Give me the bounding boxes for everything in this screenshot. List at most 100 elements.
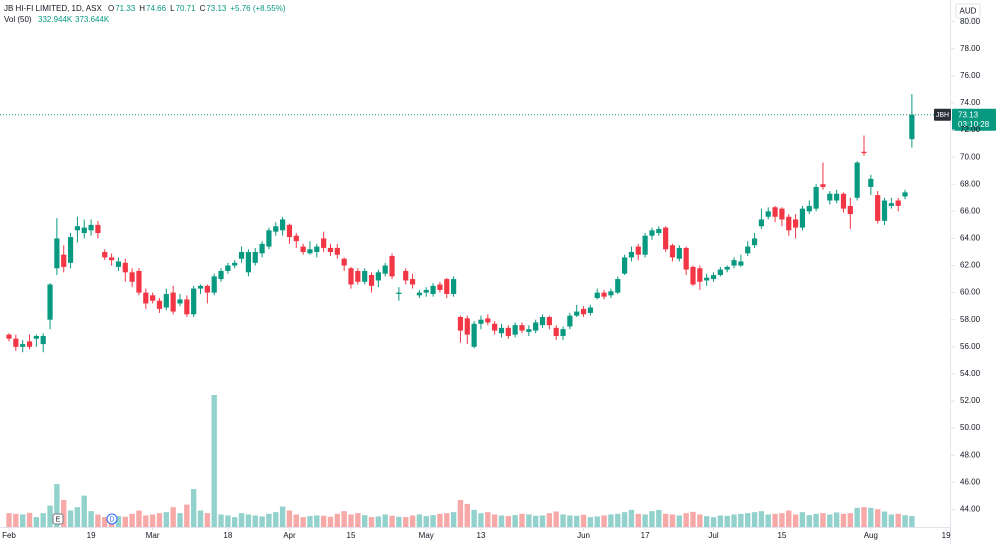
volume-bar	[423, 516, 429, 527]
currency[interactable]: AUD	[960, 7, 977, 16]
volume-bar	[334, 513, 341, 527]
candle-body	[615, 279, 621, 293]
candle-body	[834, 193, 840, 201]
y-tick-label: 70.00	[960, 152, 981, 161]
volume-bar	[403, 517, 409, 527]
volume-bar	[608, 514, 614, 527]
candle-body	[875, 195, 881, 221]
candle-body	[389, 256, 395, 277]
candle-body	[888, 203, 894, 206]
volume-bar	[560, 514, 566, 527]
volume-bar	[33, 517, 40, 527]
candle-body	[136, 270, 142, 293]
candle-body	[197, 285, 204, 289]
candle-body	[649, 230, 655, 236]
candle-body	[765, 211, 771, 217]
candle-body	[266, 230, 272, 247]
volume-bar	[252, 515, 258, 527]
x-tick-label: Aug	[864, 531, 878, 540]
volume-bar	[430, 515, 436, 527]
currency-box[interactable]	[955, 3, 981, 19]
volume-bar	[656, 509, 662, 527]
volume-bar	[840, 513, 847, 527]
candle-body	[156, 300, 163, 309]
candle-body	[902, 192, 908, 197]
candle-body	[710, 275, 717, 280]
candle-body	[690, 266, 696, 285]
volume-bar	[320, 515, 327, 527]
volume-bar	[81, 495, 87, 527]
candle-body	[314, 246, 320, 252]
candle-body	[163, 293, 169, 308]
volume-bar	[738, 513, 744, 527]
candle-body	[594, 292, 600, 299]
volume-bar	[833, 512, 840, 527]
candle-body	[601, 292, 607, 297]
volume-bar	[211, 395, 217, 527]
candle-body	[786, 216, 792, 231]
earnings-marker[interactable]	[52, 513, 64, 525]
volume-bar	[464, 503, 470, 527]
candle-body	[464, 318, 470, 335]
symbol-title: JB HI-FI LIMITED, 1D, ASX	[4, 4, 102, 13]
volume-bar	[218, 514, 224, 527]
earnings-label[interactable]: E	[56, 516, 61, 523]
candle-body	[348, 268, 354, 285]
candle-body	[280, 219, 286, 231]
volume-bar	[751, 512, 758, 527]
volume-bar	[389, 515, 395, 527]
candle-body	[745, 246, 751, 254]
candle-body	[115, 261, 122, 267]
candle-body	[758, 219, 764, 227]
candle-body	[731, 260, 737, 266]
volume-bar	[143, 515, 149, 527]
volume-bar	[136, 510, 142, 527]
tag-symbol-box	[934, 108, 951, 121]
legend: JB HI-FI LIMITED, 1D, ASX O 71.33 H 74.66 L 7…	[4, 4, 286, 24]
volume-bar	[539, 515, 546, 527]
dividend-label[interactable]: D	[109, 516, 114, 523]
volume-bar	[772, 513, 778, 527]
x-tick-label: Jul	[708, 531, 718, 540]
field-key: L	[170, 4, 175, 13]
x-tick-label: Apr	[283, 531, 296, 540]
x-tick-label: 13	[477, 531, 486, 540]
candle-body	[881, 200, 888, 221]
candle-body	[6, 334, 12, 339]
volume-bar	[567, 515, 573, 527]
volume-bar	[314, 515, 320, 527]
candle-body	[492, 323, 498, 331]
field-value: 70.71	[176, 4, 197, 13]
volume-bar	[820, 513, 826, 527]
candle-body	[67, 237, 74, 263]
candle-body	[13, 338, 19, 347]
candle-body	[574, 311, 580, 316]
candle-body	[61, 254, 67, 267]
candle-body	[717, 269, 723, 276]
volume-bar	[478, 513, 484, 527]
candle-body	[519, 325, 525, 331]
ohlc-fields: O 71.33 H 74.66 L 70.71 C 73.13	[108, 4, 227, 13]
candle-body	[375, 272, 381, 281]
volume-bar	[327, 516, 334, 527]
candle-body	[868, 178, 874, 187]
volume-bar	[512, 515, 518, 527]
volume-bar	[19, 514, 26, 527]
change: +5.76 (+8.55%)	[230, 4, 285, 13]
volume-bar	[286, 510, 293, 527]
y-tick-label: 52.00	[960, 396, 981, 405]
volume-bar	[156, 513, 163, 527]
volume-bar	[457, 499, 464, 527]
volume-bar	[163, 512, 170, 527]
tag-countdown: 03:10:28	[958, 120, 990, 129]
field-value: 71.33	[115, 4, 136, 13]
candle-body	[327, 247, 334, 252]
y-tick-label: 50.00	[960, 423, 981, 432]
candle-body	[827, 193, 833, 201]
volume-bar	[615, 513, 621, 527]
volume-bar	[765, 514, 771, 527]
dividend-marker[interactable]	[106, 513, 118, 525]
candle-body	[232, 262, 238, 266]
volume-bar	[710, 517, 717, 527]
y-tick-label: 80.00	[960, 17, 981, 26]
